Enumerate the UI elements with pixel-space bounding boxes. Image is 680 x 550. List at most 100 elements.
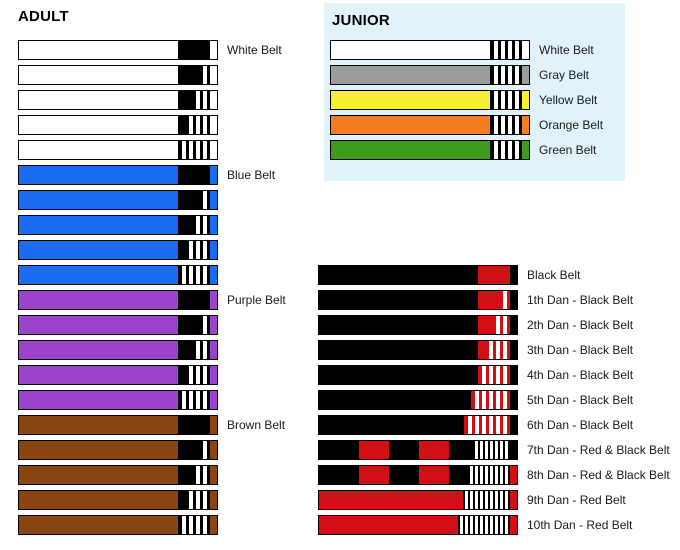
belt-segment	[210, 141, 217, 159]
belt-segment	[512, 116, 515, 134]
belt-segment	[490, 516, 493, 534]
belt-segment	[196, 366, 200, 384]
belt-segment	[508, 141, 512, 159]
belt-graphic	[318, 440, 518, 460]
belt-body	[19, 316, 178, 334]
belt-segment	[210, 416, 217, 434]
belt-segment	[508, 466, 510, 484]
belt-segment	[503, 441, 505, 459]
belt-body	[19, 91, 178, 109]
belt-segment	[193, 266, 196, 284]
belt-segment	[508, 491, 510, 509]
belt-label: 5th Dan - Black Belt	[527, 393, 634, 407]
belt-label: White Belt	[539, 43, 594, 57]
belt-segment	[507, 316, 510, 334]
belt-label: 9th Dan - Red Belt	[527, 493, 626, 507]
junior-belt-list: White Belt Gray Belt Yellow Belt Orange Bel…	[330, 40, 603, 165]
belt-segment	[178, 341, 196, 359]
belt-row: 7th Dan - Red & Black Belt	[318, 440, 670, 460]
belt-segment	[210, 191, 217, 209]
belt-segment	[193, 491, 196, 509]
belt-graphic	[330, 40, 530, 60]
belt-row: Gray Belt	[330, 65, 603, 85]
belt-graphic	[18, 315, 218, 335]
belt-segment	[200, 116, 203, 134]
belt-segment	[207, 116, 210, 134]
belt-segment	[473, 516, 475, 534]
belt-segment	[178, 216, 196, 234]
belt-segment	[493, 441, 495, 459]
belt-segment	[510, 266, 517, 284]
belt-segment	[493, 366, 496, 384]
belt-graphic	[318, 415, 518, 435]
belt-label: 8th Dan - Red & Black Belt	[527, 468, 670, 482]
belt-segment	[193, 116, 196, 134]
belt-segment	[505, 516, 508, 534]
belt-segment	[498, 491, 500, 509]
belt-segment	[480, 491, 483, 509]
belt-row: White Belt	[18, 40, 286, 60]
belt-segment	[200, 266, 203, 284]
belt-segment	[519, 91, 522, 109]
adult-section-title: ADULT	[18, 8, 69, 25]
belt-segment	[490, 91, 494, 109]
belt-segment	[498, 41, 501, 59]
belt-segment	[510, 341, 517, 359]
belt-body	[19, 341, 178, 359]
belt-body	[19, 291, 178, 309]
belt-row	[18, 465, 286, 485]
belt-body	[319, 291, 478, 309]
belt-segment	[501, 66, 505, 84]
belt-segment	[500, 391, 503, 409]
belt-segment	[200, 91, 203, 109]
belt-segment	[478, 491, 480, 509]
belt-row: 9th Dan - Red Belt	[318, 490, 670, 510]
belt-graphic	[318, 290, 518, 310]
belt-segment	[482, 366, 486, 384]
belt-segment	[189, 241, 193, 259]
belt-segment	[522, 66, 529, 84]
red-patch	[359, 441, 389, 459]
belt-segment	[193, 391, 196, 409]
belt-body	[319, 316, 478, 334]
belt-segment	[493, 491, 495, 509]
belt-row: 5th Dan - Black Belt	[318, 390, 670, 410]
belt-segment	[493, 466, 495, 484]
belt-graphic	[18, 440, 218, 460]
belt-segment	[488, 466, 490, 484]
belt-graphic	[18, 415, 218, 435]
belt-segment	[503, 341, 507, 359]
belt-segment	[508, 441, 510, 459]
belt-graphic	[318, 390, 518, 410]
belt-segment	[483, 466, 485, 484]
belt-segment	[203, 491, 207, 509]
belt-body	[19, 141, 178, 159]
belt-segment	[507, 391, 510, 409]
belt-segment	[475, 391, 479, 409]
belt-segment	[490, 466, 493, 484]
belt-segment	[522, 116, 529, 134]
belt-segment	[200, 341, 203, 359]
belt-segment	[189, 516, 193, 534]
belt-label: 4th Dan - Black Belt	[527, 368, 634, 382]
belt-graphic	[18, 340, 218, 360]
belt-graphic	[18, 165, 218, 185]
belt-graphic	[18, 290, 218, 310]
belt-body	[319, 516, 458, 534]
belt-label: Purple Belt	[227, 293, 286, 307]
belt-segment	[512, 66, 515, 84]
belt-segment	[203, 116, 207, 134]
belt-segment	[503, 516, 505, 534]
belt-segment	[193, 241, 196, 259]
belt-segment	[515, 116, 519, 134]
belt-body	[319, 491, 463, 509]
belt-segment	[203, 441, 207, 459]
belt-segment	[489, 366, 493, 384]
belt-row: Blue Belt	[18, 165, 286, 185]
belt-segment	[485, 441, 488, 459]
belt-row: White Belt	[330, 40, 603, 60]
belt-segment	[210, 66, 217, 84]
belt-segment	[465, 516, 468, 534]
belt-segment	[189, 366, 193, 384]
belt-segment	[475, 416, 479, 434]
